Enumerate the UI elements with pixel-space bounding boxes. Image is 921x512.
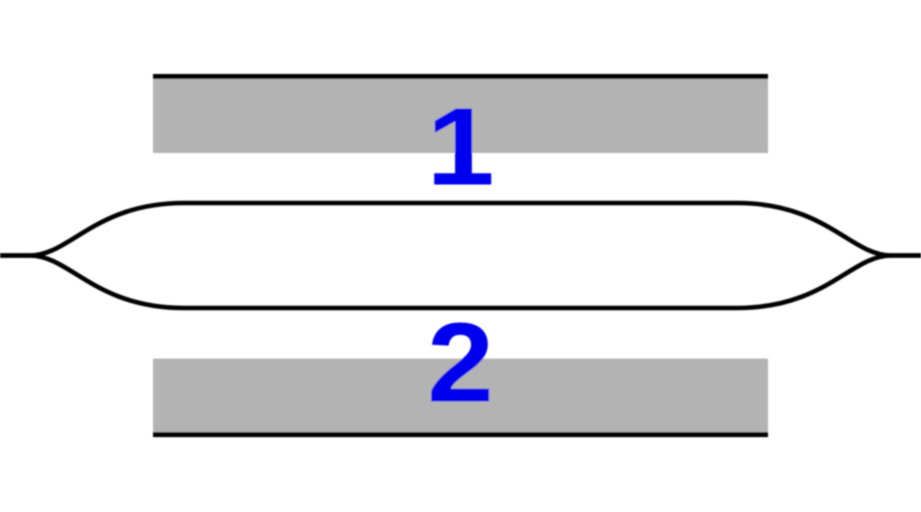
svg-text:1: 1 (426, 84, 494, 208)
svg-text:2: 2 (427, 300, 494, 426)
